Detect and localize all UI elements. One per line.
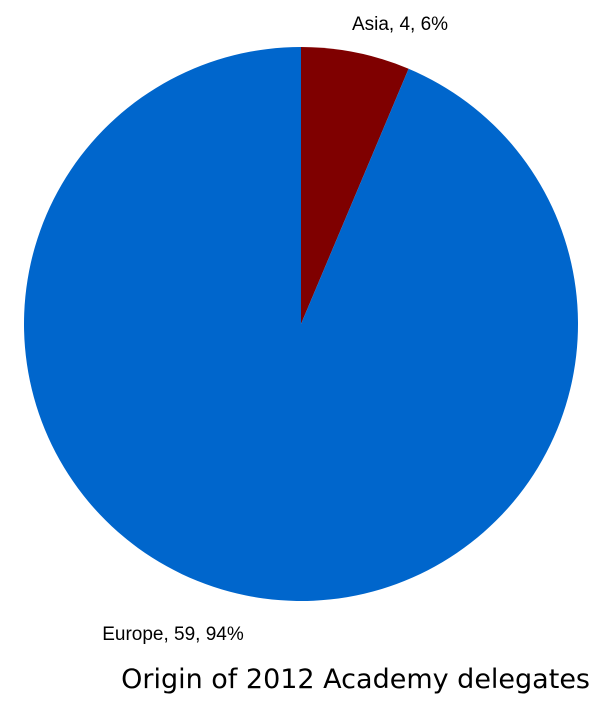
pie-slice-europe (23, 47, 578, 601)
pie-slices (23, 47, 578, 601)
chart-title: Origin of 2012 Academy delegates (121, 664, 590, 695)
slice-labels: Asia, 4, 6% Europe, 59, 94% (102, 14, 448, 645)
data-label-europe: Europe, 59, 94% (102, 624, 244, 645)
pie-slice-asia (301, 47, 409, 324)
data-label-asia: Asia, 4, 6% (352, 14, 448, 35)
